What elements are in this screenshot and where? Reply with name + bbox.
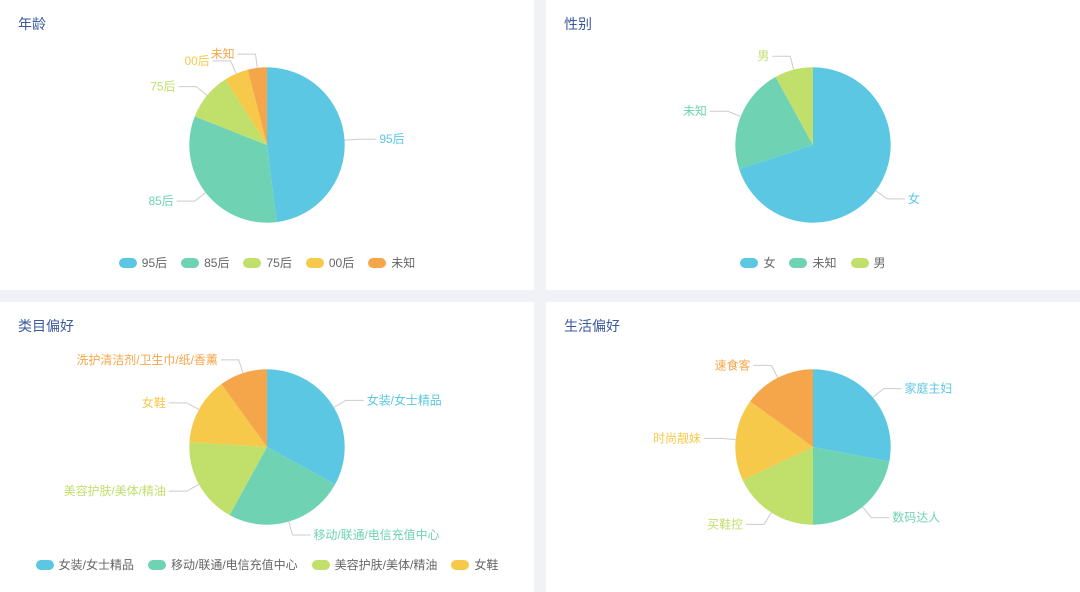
leader-line-life-4 bbox=[753, 365, 777, 377]
legend-swatch-gender-0 bbox=[740, 258, 758, 268]
leader-line-life-0 bbox=[873, 389, 902, 398]
chart-gender: 女 未知 男 bbox=[564, 40, 1062, 250]
legend-swatch-category-3 bbox=[451, 560, 469, 570]
chart-category: 女装/女士精品移动/联通/电信充值中心 美容护肤/美体/精油 女鞋 洗护清洁剂/卫生巾… bbox=[18, 342, 516, 552]
legend-swatch-age-1 bbox=[181, 258, 199, 268]
pie-slice-life-0[interactable] bbox=[813, 369, 891, 461]
slice-label-gender-2: 男 bbox=[757, 49, 769, 63]
legend-label-category-1: 移动/联通/电信充值中心 bbox=[171, 556, 298, 573]
panel-title-category: 类目偏好 bbox=[18, 316, 516, 336]
leader-line-category-1 bbox=[289, 522, 311, 535]
legend-label-age-3: 00后 bbox=[329, 254, 354, 271]
leader-line-age-2 bbox=[178, 87, 207, 96]
slice-label-category-1: 移动/联通/电信充值中心 bbox=[313, 527, 439, 542]
slice-label-life-0: 家庭主妇 bbox=[905, 381, 953, 396]
leader-line-gender-0 bbox=[876, 191, 905, 199]
chart-life: 家庭主妇数码达人 买鞋控 时尚靓妹 速食客 bbox=[564, 342, 1062, 552]
slice-label-life-4: 速食客 bbox=[715, 357, 751, 372]
legend-label-category-3: 女鞋 bbox=[474, 556, 498, 573]
legend-item-gender-2[interactable]: 男 bbox=[851, 254, 886, 271]
legend-item-gender-0[interactable]: 女 bbox=[740, 254, 775, 271]
slice-label-category-3: 女鞋 bbox=[142, 395, 166, 410]
slice-label-category-0: 女装/女士精品 bbox=[367, 392, 442, 407]
panel-category: 类目偏好女装/女士精品移动/联通/电信充值中心美容护肤/美体/精油女鞋洗护清洁剂… bbox=[0, 302, 534, 592]
legend-swatch-gender-1 bbox=[789, 258, 807, 268]
panel-title-gender: 性别 bbox=[564, 14, 1062, 34]
legend-item-category-1[interactable]: 移动/联通/电信充值中心 bbox=[148, 556, 298, 573]
legend-item-category-0[interactable]: 女装/女士精品 bbox=[36, 556, 134, 573]
legend-label-age-1: 85后 bbox=[204, 254, 229, 271]
legend-label-gender-1: 未知 bbox=[812, 254, 836, 271]
pie-slice-age-0[interactable] bbox=[267, 67, 345, 222]
slice-label-life-1: 数码达人 bbox=[892, 510, 940, 525]
legend-label-age-0: 95后 bbox=[142, 254, 167, 271]
leader-line-age-4 bbox=[238, 54, 258, 68]
panel-title-age: 年龄 bbox=[18, 14, 516, 34]
leader-line-category-3 bbox=[169, 403, 199, 410]
legend-label-age-2: 75后 bbox=[266, 254, 291, 271]
panel-age: 年龄95后85后75后00后未知95后85后75后00后未知 bbox=[0, 0, 534, 290]
leader-line-gender-2 bbox=[772, 56, 793, 70]
slice-label-category-4: 洗护清洁剂/卫生巾/纸/香薰 bbox=[77, 352, 218, 367]
chart-age: 95后 85后 75后 00后未知 bbox=[18, 40, 516, 250]
legend-age: 95后 85后 75后 00后 未知 bbox=[18, 254, 516, 271]
pie-gender: 女 未知 男 bbox=[564, 40, 1062, 250]
pie-age: 95后 85后 75后 00后未知 bbox=[18, 40, 516, 250]
legend-swatch-age-0 bbox=[119, 258, 137, 268]
leader-line-age-0 bbox=[345, 139, 377, 140]
legend-category: 女装/女士精品 移动/联通/电信充值中心 美容护肤/美体/精油 女鞋 bbox=[18, 556, 516, 573]
slice-label-age-2: 75后 bbox=[150, 80, 175, 94]
leader-line-life-3 bbox=[704, 438, 736, 439]
leader-line-gender-1 bbox=[710, 111, 741, 116]
slice-label-life-2: 买鞋控 bbox=[707, 516, 743, 531]
legend-label-age-4: 未知 bbox=[391, 254, 415, 271]
slice-label-life-3: 时尚靓妹 bbox=[653, 431, 701, 445]
slice-label-age-0: 95后 bbox=[379, 132, 404, 146]
pie-life: 家庭主妇数码达人 买鞋控 时尚靓妹 速食客 bbox=[564, 342, 1062, 552]
pie-category: 女装/女士精品移动/联通/电信充值中心 美容护肤/美体/精油 女鞋 洗护清洁剂/卫生巾… bbox=[18, 342, 516, 552]
slice-label-age-1: 85后 bbox=[148, 194, 173, 208]
slice-label-gender-0: 女 bbox=[908, 191, 920, 206]
leader-line-age-1 bbox=[177, 193, 206, 202]
panel-gender: 性别女未知男女未知男 bbox=[546, 0, 1080, 290]
legend-item-category-2[interactable]: 美容护肤/美体/精油 bbox=[312, 556, 438, 573]
legend-swatch-category-2 bbox=[312, 560, 330, 570]
slice-label-category-2: 美容护肤/美体/精油 bbox=[64, 483, 166, 498]
legend-label-category-0: 女装/女士精品 bbox=[59, 556, 134, 573]
legend-swatch-age-2 bbox=[243, 258, 261, 268]
leader-line-age-3 bbox=[213, 61, 236, 74]
legend-item-age-2[interactable]: 75后 bbox=[243, 254, 291, 271]
slice-label-gender-1: 未知 bbox=[683, 104, 707, 118]
legend-item-age-3[interactable]: 00后 bbox=[306, 254, 354, 271]
leader-line-category-2 bbox=[169, 484, 199, 491]
slice-label-age-3: 00后 bbox=[184, 54, 209, 68]
legend-item-age-4[interactable]: 未知 bbox=[368, 254, 415, 271]
leader-line-category-0 bbox=[334, 400, 364, 407]
legend-label-gender-2: 男 bbox=[874, 254, 886, 271]
leader-line-life-2 bbox=[746, 513, 771, 525]
leader-line-category-4 bbox=[221, 360, 243, 373]
legend-item-category-3[interactable]: 女鞋 bbox=[451, 556, 498, 573]
legend-label-gender-0: 女 bbox=[763, 254, 775, 271]
leader-line-life-1 bbox=[863, 507, 890, 518]
legend-swatch-gender-2 bbox=[851, 258, 869, 268]
legend-swatch-age-3 bbox=[306, 258, 324, 268]
legend-swatch-category-0 bbox=[36, 560, 54, 570]
legend-item-gender-1[interactable]: 未知 bbox=[789, 254, 836, 271]
panel-life: 生活偏好家庭主妇数码达人 买鞋控 时尚靓妹 速食客 bbox=[546, 302, 1080, 592]
legend-label-category-2: 美容护肤/美体/精油 bbox=[335, 556, 438, 573]
legend-item-age-1[interactable]: 85后 bbox=[181, 254, 229, 271]
legend-swatch-category-1 bbox=[148, 560, 166, 570]
legend-item-age-0[interactable]: 95后 bbox=[119, 254, 167, 271]
panel-title-life: 生活偏好 bbox=[564, 316, 1062, 336]
legend-swatch-age-4 bbox=[368, 258, 386, 268]
slice-label-age-4: 未知 bbox=[211, 47, 235, 61]
legend-gender: 女 未知 男 bbox=[564, 254, 1062, 271]
